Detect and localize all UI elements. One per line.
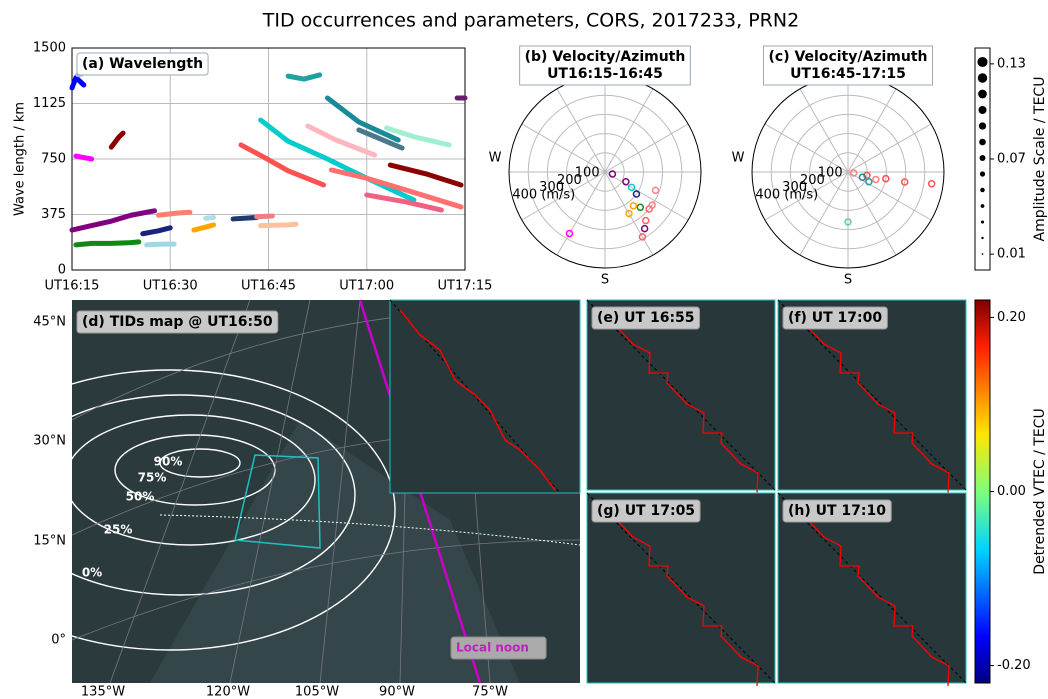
lon-label: 105°W — [295, 685, 339, 699]
velocity-point — [653, 187, 659, 193]
panel-label: (f) UT 17:00 — [788, 310, 882, 326]
wavelength-track — [261, 224, 296, 225]
colorbar-tick-label: 0.13 — [997, 56, 1026, 71]
panel-label: (e) UT 16:55 — [597, 310, 695, 326]
size-key — [979, 122, 986, 129]
spoke — [557, 89, 605, 172]
y-tick-label: 0 — [58, 263, 66, 278]
size-key — [982, 253, 984, 255]
panel-label: Local noon — [456, 641, 529, 655]
y-tick-label: 375 — [41, 207, 66, 222]
size-key — [980, 155, 986, 161]
figure-title: TID occurrences and parameters, CORS, 20… — [262, 10, 799, 32]
panel-label: (d) TIDs map @ UT16:50 — [82, 314, 273, 330]
south-label: S — [601, 273, 609, 288]
wavelength-track — [233, 217, 257, 218]
wavelength-track — [111, 133, 123, 147]
velocity-point — [630, 203, 636, 209]
wavelength-track — [206, 217, 214, 218]
wavelength-track — [147, 244, 175, 245]
panel-label: (c) Velocity/Azimuth — [769, 49, 928, 65]
west-label: W — [732, 151, 745, 166]
panel-label: (h) UT 17:10 — [788, 503, 886, 519]
wavelength-track — [76, 242, 139, 245]
contour-label: 0% — [82, 566, 102, 580]
panel-label: (b) Velocity/Azimuth — [525, 49, 686, 65]
velocity-point — [637, 204, 643, 210]
panel-label: (a) Wavelength — [82, 56, 203, 72]
x-tick-label: UT16:15 — [45, 279, 100, 294]
velocity-point — [929, 181, 935, 187]
r-tick-label: 400 (m/s) — [755, 187, 818, 202]
size-key — [980, 188, 985, 193]
size-key — [981, 237, 983, 239]
contour-label: 90% — [154, 455, 183, 469]
spoke — [848, 89, 896, 172]
lat-label: 45°N — [33, 315, 66, 330]
colorbar-label: Amplitude Scale / TECU — [1032, 77, 1048, 242]
panel-label: (g) UT 17:05 — [597, 503, 695, 519]
x-tick-label: UT17:15 — [438, 279, 493, 294]
wavelength-track — [72, 211, 155, 230]
wavelength-track — [390, 165, 461, 185]
spoke — [800, 89, 848, 172]
lat-label: 0° — [51, 633, 66, 648]
wavelength-track — [194, 225, 214, 230]
y-tick-label: 750 — [41, 152, 66, 167]
colorbar — [975, 300, 990, 683]
spoke — [848, 124, 931, 172]
spoke — [848, 172, 896, 255]
size-key — [979, 106, 987, 114]
size-key — [977, 57, 987, 67]
colorbar-tick-label: 0.00 — [997, 484, 1026, 499]
colorbar-tick-label: 0.01 — [997, 247, 1026, 262]
size-key — [981, 204, 985, 208]
size-key — [981, 220, 984, 223]
velocity-point — [873, 176, 879, 182]
spoke — [605, 89, 653, 172]
size-key — [978, 90, 987, 99]
spoke — [605, 172, 688, 220]
colorbar-tick-label: -0.20 — [997, 658, 1031, 673]
wavelength-track — [257, 216, 273, 217]
velocity-point — [643, 218, 649, 224]
lon-label: 90°W — [379, 685, 415, 699]
lat-label: 30°N — [33, 434, 66, 449]
x-tick-label: UT16:30 — [143, 279, 198, 294]
south-label: S — [844, 273, 852, 288]
y-tick-label: 1500 — [33, 41, 66, 56]
size-key — [980, 171, 985, 176]
maps — [0, 300, 580, 683]
lon-label: 120°W — [206, 685, 250, 699]
contour-label: 25% — [104, 523, 133, 537]
velocity-point — [642, 226, 648, 232]
r-tick-label: 400 (m/s) — [512, 187, 575, 202]
wavelength-track — [143, 228, 171, 234]
size-key — [979, 139, 986, 146]
colorbar-tick-label: 0.07 — [997, 152, 1026, 167]
wavelength-track — [158, 212, 189, 215]
lon-label: 75°W — [472, 685, 508, 699]
contour-label: 75% — [138, 471, 167, 485]
zoom-inset — [390, 300, 580, 493]
lon-label: 135°W — [81, 685, 125, 699]
lat-label: 15°N — [33, 534, 66, 549]
west-label: W — [489, 151, 502, 166]
spoke — [605, 124, 688, 172]
wavelength-track — [288, 75, 319, 79]
y-axis-label: Wave length / km — [13, 102, 28, 216]
wavelength-track — [76, 156, 92, 159]
size-key — [978, 73, 987, 82]
wavelength-track — [72, 78, 84, 88]
colorbar-label: Detrended VTEC / TECU — [1032, 408, 1048, 574]
panel-sublabel: UT16:45-17:15 — [790, 66, 906, 82]
colorbar-tick-label: 0.20 — [997, 310, 1026, 325]
contour-label: 50% — [126, 490, 155, 504]
x-tick-label: UT16:45 — [241, 279, 296, 294]
y-tick-label: 1125 — [33, 96, 66, 111]
spoke — [605, 172, 653, 255]
figure: TID occurrences and parameters, CORS, 20… — [0, 0, 1048, 699]
panel-sublabel: UT16:15-16:45 — [547, 66, 663, 82]
x-tick-label: UT17:00 — [339, 279, 394, 294]
